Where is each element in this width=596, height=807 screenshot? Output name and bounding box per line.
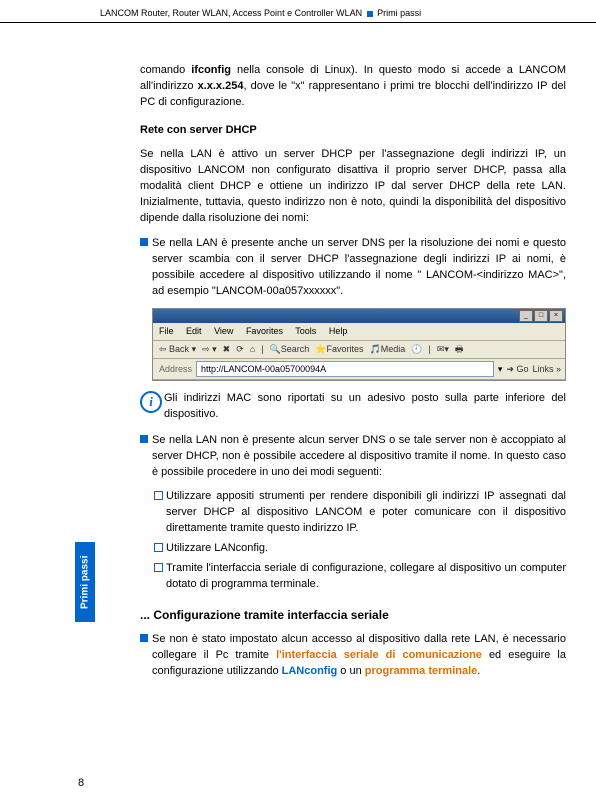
menu-file: File bbox=[159, 326, 174, 336]
bullet-1: Se nella LAN è presente anche un server … bbox=[140, 236, 566, 300]
stop-icon: ✖ bbox=[223, 343, 231, 356]
bullet-2: Se nella LAN non è presente alcun server… bbox=[140, 433, 566, 481]
info-icon: i bbox=[140, 391, 164, 411]
text-highlight: l'interfaccia seriale di comunicazione bbox=[276, 649, 482, 661]
browser-toolbar: ⇦ Back ▾ ⇨ ▾ ✖ ⟳ ⌂ | 🔍Search ⭐Favorites … bbox=[153, 341, 565, 359]
heading-serial: ... Configurazione tramite interfaccia s… bbox=[140, 607, 566, 624]
sub-bullet-2-text: Utilizzare LANconfig. bbox=[166, 541, 566, 557]
menu-help: Help bbox=[329, 326, 348, 336]
bullet-square-icon bbox=[140, 238, 152, 248]
history-icon: 🕘 bbox=[411, 343, 422, 356]
bullet-1-text: Se nella LAN è presente anche un server … bbox=[152, 236, 566, 300]
browser-screenshot: _ □ × File Edit View Favorites Tools Hel… bbox=[152, 308, 566, 381]
menu-tools: Tools bbox=[295, 326, 316, 336]
browser-titlebar: _ □ × bbox=[153, 309, 565, 323]
text-bold: ifconfig bbox=[191, 64, 231, 76]
header-left: LANCOM Router, Router WLAN, Access Point… bbox=[100, 8, 362, 18]
text: comando bbox=[140, 64, 191, 76]
info-note: i Gli indirizzi MAC sono riportati su un… bbox=[140, 391, 566, 423]
address-label: Address bbox=[157, 363, 192, 376]
address-value: http://LANCOM-00a05700094A bbox=[201, 363, 326, 376]
menu-favorites: Favorites bbox=[246, 326, 283, 336]
sub-bullet-2: Utilizzare LANconfig. bbox=[154, 541, 566, 557]
text-link: LANconfig bbox=[282, 665, 338, 677]
address-input: http://LANCOM-00a05700094A bbox=[196, 361, 494, 377]
refresh-icon: ⟳ bbox=[236, 343, 244, 356]
search-button: 🔍Search bbox=[270, 343, 310, 356]
bullet-3-text: Se non è stato impostato alcun accesso a… bbox=[152, 632, 566, 680]
sub-bullet-1: Utilizzare appositi strumenti per render… bbox=[154, 489, 566, 537]
sub-bullet-3-text: Tramite l'interfaccia seriale di configu… bbox=[166, 561, 566, 593]
menu-edit: Edit bbox=[186, 326, 202, 336]
info-text: Gli indirizzi MAC sono riportati su un a… bbox=[164, 391, 566, 423]
page-header: LANCOM Router, Router WLAN, Access Point… bbox=[0, 0, 596, 23]
menu-view: View bbox=[214, 326, 233, 336]
text: o un bbox=[337, 665, 365, 677]
sub-bullet-box-icon bbox=[154, 491, 166, 537]
bullet-square-icon bbox=[140, 634, 152, 644]
close-icon: × bbox=[549, 310, 563, 322]
maximize-icon: □ bbox=[534, 310, 548, 322]
paragraph-2: Se nella LAN è attivo un server DHCP per… bbox=[140, 147, 566, 227]
text: . bbox=[477, 665, 480, 677]
browser-addressbar: Address http://LANCOM-00a05700094A ▾ ➜ G… bbox=[153, 359, 565, 380]
go-button: ➜ Go bbox=[506, 363, 528, 376]
sub-bullet-3: Tramite l'interfaccia seriale di configu… bbox=[154, 561, 566, 593]
page-number: 8 bbox=[78, 777, 84, 789]
back-button: ⇦ Back ▾ bbox=[159, 343, 196, 356]
media-button: 🎵Media bbox=[370, 343, 406, 356]
header-square-icon bbox=[367, 11, 373, 17]
browser-menubar: File Edit View Favorites Tools Help bbox=[153, 323, 565, 341]
sub-bullet-box-icon bbox=[154, 563, 166, 593]
minimize-icon: _ bbox=[519, 310, 533, 322]
home-icon: ⌂ bbox=[250, 343, 255, 356]
mail-icon: ✉▾ bbox=[437, 343, 449, 356]
forward-icon: ⇨ ▾ bbox=[202, 343, 217, 356]
paragraph-1: comando ifconfig nella console di Linux)… bbox=[140, 63, 566, 111]
favorites-button: ⭐Favorites bbox=[315, 343, 363, 356]
bullet-3: Se non è stato impostato alcun accesso a… bbox=[140, 632, 566, 680]
bullet-2-text: Se nella LAN non è presente alcun server… bbox=[152, 433, 566, 481]
text-highlight: programma terminale bbox=[365, 665, 477, 677]
bullet-square-icon bbox=[140, 435, 152, 445]
text-bold: x.x.x.254 bbox=[198, 80, 244, 92]
links-label: Links » bbox=[532, 363, 561, 376]
dropdown-icon: ▾ bbox=[498, 363, 503, 376]
side-tab: Primi passi bbox=[75, 542, 95, 622]
sub-bullet-1-text: Utilizzare appositi strumenti per render… bbox=[166, 489, 566, 537]
print-icon: 🖶 bbox=[455, 343, 464, 356]
heading-dhcp: Rete con server DHCP bbox=[140, 123, 566, 139]
sub-bullet-box-icon bbox=[154, 543, 166, 557]
header-right: Primi passi bbox=[377, 8, 421, 18]
